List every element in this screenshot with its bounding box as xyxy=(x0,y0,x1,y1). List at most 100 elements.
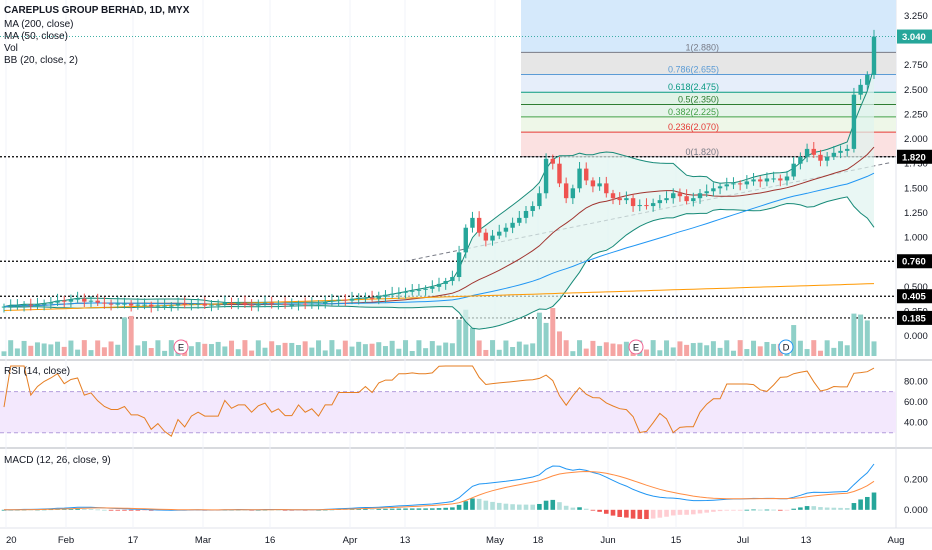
fib-zone xyxy=(521,104,896,117)
candle-body xyxy=(229,302,234,304)
volume-bar xyxy=(403,340,409,356)
legend-bollinger-bands[interactable]: BB (20, close, 2) xyxy=(4,55,78,66)
candle-body xyxy=(430,286,435,289)
candle-body xyxy=(302,303,308,305)
volume-bar xyxy=(21,340,27,356)
volume-bar xyxy=(249,350,255,356)
macd-histogram-bar xyxy=(396,508,402,510)
volume-bar xyxy=(255,340,261,356)
price-tick-label: 2.500 xyxy=(904,85,928,96)
candle-body xyxy=(102,302,107,304)
volume-bar xyxy=(583,348,589,356)
price-tick-label: 2.750 xyxy=(904,60,928,71)
candle-body xyxy=(610,193,616,199)
volume-bar xyxy=(101,347,107,356)
fib-level-label: 0.618(2.475) xyxy=(668,82,719,92)
volume-bar xyxy=(409,351,415,356)
volume-bar xyxy=(121,317,127,356)
macd-histogram-bar xyxy=(604,509,609,514)
volume-bar xyxy=(342,340,348,356)
volume-bar xyxy=(349,346,355,356)
time-tick-label: Apr xyxy=(343,535,358,546)
volume-bar xyxy=(623,341,629,356)
candle-body xyxy=(845,148,850,151)
volume-bar xyxy=(55,341,61,356)
candle-body xyxy=(169,305,174,307)
macd-histogram-bar xyxy=(570,507,576,510)
macd-histogram-bar xyxy=(523,504,529,510)
fib-level-label: 0.5(2.350) xyxy=(678,95,719,105)
candle-body xyxy=(396,292,402,294)
volume-bar xyxy=(269,341,275,356)
fib-level-label: 0(1.820) xyxy=(685,147,719,157)
candle-body xyxy=(630,198,636,207)
volume-bar xyxy=(275,345,281,356)
macd-histogram-bar xyxy=(356,508,361,510)
candle-body xyxy=(644,205,649,207)
volume-bar xyxy=(610,343,616,356)
volume-bar xyxy=(115,344,121,356)
candle-body xyxy=(838,150,843,153)
candle-body xyxy=(1,306,7,308)
volume-bar xyxy=(336,349,342,356)
macd-histogram-bar xyxy=(122,509,127,511)
macd-histogram-bar xyxy=(844,508,850,510)
volume-bar xyxy=(376,342,382,356)
fib-level-label: 0.236(2.070) xyxy=(668,122,719,132)
candle-body xyxy=(403,291,408,293)
candle-body xyxy=(737,183,743,185)
macd-histogram-bar xyxy=(142,509,147,511)
legend-ma200[interactable]: MA (200, close) xyxy=(4,19,74,30)
time-tick-label: 13 xyxy=(400,535,411,546)
fib-zone xyxy=(521,52,896,75)
macd-histogram-bar xyxy=(637,509,643,519)
macd-histogram-bar xyxy=(731,509,736,511)
candle-body xyxy=(209,304,214,306)
volume-bar xyxy=(556,331,562,356)
macd-histogram-bar xyxy=(496,502,502,510)
volume-bar xyxy=(95,340,101,356)
legend-macd[interactable]: MACD (12, 26, close, 9) xyxy=(4,455,111,466)
volume-bar xyxy=(597,345,603,356)
candle-body xyxy=(543,158,549,194)
candle-body xyxy=(436,283,442,287)
level-tag xyxy=(897,254,932,269)
candle-body xyxy=(249,304,254,306)
volume-bar xyxy=(831,347,837,356)
time-tick-label: Mar xyxy=(195,535,211,546)
volume-bar xyxy=(362,344,368,356)
fib-level-label: 0.786(2.655) xyxy=(668,64,719,74)
volume-bar xyxy=(543,322,549,356)
volume-bar xyxy=(28,345,34,356)
price-tick-label: 1.250 xyxy=(904,208,928,219)
macd-signal-line xyxy=(4,470,875,511)
legend-volume[interactable]: Vol xyxy=(4,43,18,54)
volume-bar xyxy=(684,344,690,356)
macd-histogram-bar xyxy=(450,507,455,510)
fib-zone xyxy=(521,92,896,105)
volume-bar xyxy=(577,340,583,356)
macd-histogram-bar xyxy=(543,500,549,510)
volume-bar xyxy=(456,319,462,356)
macd-histogram-bar xyxy=(644,509,649,520)
volume-bar xyxy=(61,346,67,356)
candle-body xyxy=(804,148,810,157)
event-marker xyxy=(628,339,644,355)
candle-body xyxy=(470,217,475,228)
candle-body xyxy=(831,152,837,157)
macd-histogram-bar xyxy=(657,509,663,518)
time-tick-label: May xyxy=(486,535,504,546)
volume-bar xyxy=(449,343,455,356)
macd-histogram-bar xyxy=(128,509,134,511)
candle-body xyxy=(657,200,663,204)
volume-bar xyxy=(510,347,516,356)
candle-body xyxy=(296,303,301,305)
volume-bar xyxy=(864,320,870,356)
candle-body xyxy=(443,280,448,284)
legend-rsi[interactable]: RSI (14, close) xyxy=(4,366,71,377)
candle-body xyxy=(584,168,589,181)
legend-ma50[interactable]: MA (50, close) xyxy=(4,31,68,42)
macd-histogram-bar xyxy=(630,509,636,519)
volume-bar xyxy=(717,347,723,356)
